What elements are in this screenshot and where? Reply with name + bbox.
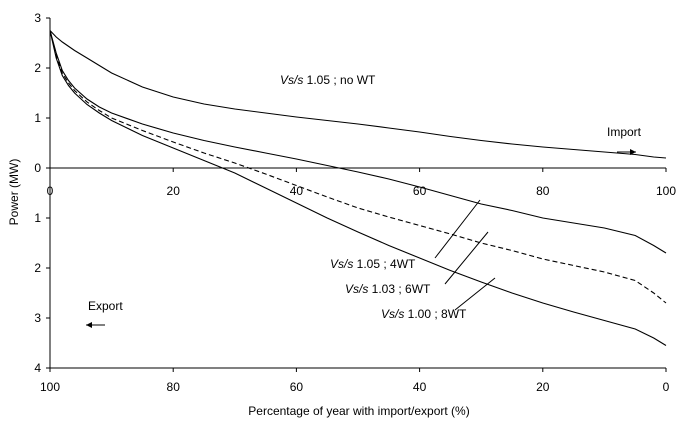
import-label: Import: [607, 125, 642, 139]
bottom-x-tick-label: 0: [663, 380, 670, 394]
series-label-italic: Vs/s: [330, 257, 353, 271]
bottom-x-tick-label: 20: [536, 380, 550, 394]
top-x-tick-label: 100: [656, 184, 676, 198]
bottom-x-tick-label: 100: [40, 380, 60, 394]
y-tick-label: 0: [34, 161, 41, 175]
top-x-tick-label: 20: [167, 184, 181, 198]
leader-line: [454, 277, 496, 311]
y-tick-label: 1: [34, 111, 41, 125]
series-label-4: Vs/s 1.00 ; 8WT: [381, 307, 467, 321]
bottom-x-tick-label: 60: [290, 380, 304, 394]
y-tick-label: 2: [34, 61, 41, 75]
y-tick-label: 3: [34, 11, 41, 25]
top-x-tick-label: 80: [536, 184, 550, 198]
bottom-x-tick-label: 40: [413, 380, 427, 394]
leader-line: [444, 231, 489, 285]
y-tick-label: 2: [34, 261, 41, 275]
series-label-italic: Vs/s: [345, 282, 368, 296]
series-label-text: 1.05 ; 4WT: [353, 257, 416, 271]
top-x-tick-label: 40: [290, 184, 304, 198]
series-line-1: [49, 30, 667, 159]
series-label-text: 1.00 ; 8WT: [404, 307, 467, 321]
left-arrow-icon: [86, 322, 92, 328]
series-layer: [49, 30, 667, 346]
series-label-italic: Vs/s: [280, 73, 303, 87]
x-axis-label: Percentage of year with import/export (%…: [248, 404, 469, 418]
y-tick-label: 1: [34, 211, 41, 225]
series-label-2: Vs/s 1.05 ; 4WT: [330, 257, 416, 271]
series-label-1: Vs/s 1.05 ; no WT: [280, 73, 376, 87]
series-label-3: Vs/s 1.03 ; 6WT: [345, 282, 431, 296]
series-line-3: [49, 30, 667, 304]
bottom-x-tick-label: 80: [167, 380, 181, 394]
series-label-text: 1.03 ; 6WT: [368, 282, 431, 296]
y-tick-label: 3: [34, 311, 41, 325]
leader-line: [434, 199, 481, 259]
right-arrow-icon: [630, 149, 636, 155]
series-line-2: [49, 30, 667, 254]
y-axis-label: Power (MW): [7, 159, 21, 226]
series-label-text: 1.05 ; no WT: [303, 73, 376, 87]
series-line-4: [49, 30, 667, 346]
top-x-tick-label: 0: [47, 184, 54, 198]
export-label: Export: [88, 299, 123, 313]
series-label-italic: Vs/s: [381, 307, 404, 321]
y-tick-label: 4: [34, 361, 41, 375]
